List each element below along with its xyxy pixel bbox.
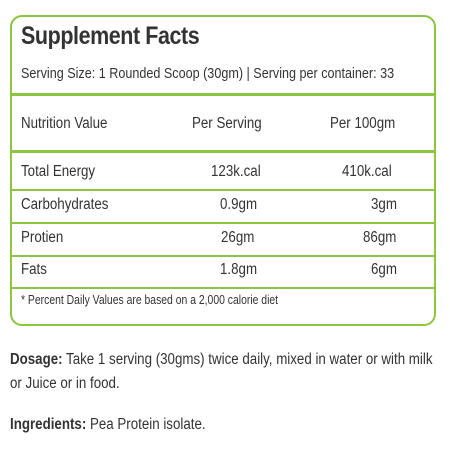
row-name-fats: Fats (21, 261, 47, 278)
divider (12, 222, 434, 224)
row-name-carbohydrates: Carbohydrates (21, 196, 109, 213)
footnote: * Percent Daily Values are based on a 2,… (21, 292, 279, 307)
ingredients-paragraph: Ingredients: Pea Protein isolate. (10, 413, 440, 437)
dosage-paragraph: Dosage: Take 1 serving (30gms) twice dai… (10, 348, 440, 396)
divider (12, 93, 434, 96)
header-nutrition-value: Nutrition Value (21, 115, 108, 132)
row-value-per-serving: 1.8gm (220, 261, 258, 278)
supplement-facts-panel: Supplement Facts Serving Size: 1 Rounded… (10, 15, 436, 326)
row-value-per-100: 86gm (363, 229, 397, 246)
row-name-total-energy: Total Energy (21, 163, 96, 180)
ingredients-text: Pea Protein isolate. (86, 416, 206, 433)
dosage-label: Dosage: (10, 351, 63, 368)
ingredients-label: Ingredients: (10, 416, 87, 433)
dosage-text: Take 1 serving (30gms) twice daily, mixe… (10, 351, 433, 392)
header-per-100gm: Per 100gm (330, 115, 396, 132)
row-value-per-serving: 0.9gm (220, 196, 258, 213)
divider (12, 150, 434, 153)
panel-title: Supplement Facts (21, 22, 200, 50)
divider (12, 287, 434, 289)
row-value-per-serving: 26gm (221, 229, 255, 246)
serving-info: Serving Size: 1 Rounded Scoop (30gm) | S… (21, 65, 395, 82)
header-per-serving: Per Serving (192, 115, 262, 132)
row-name-protien: Protien (21, 229, 64, 246)
row-value-per-100: 410k.cal (342, 163, 392, 180)
row-value-per-100: 6gm (371, 261, 397, 278)
divider (12, 255, 434, 257)
row-value-per-100: 3gm (371, 196, 397, 213)
row-value-per-serving: 123k.cal (211, 163, 261, 180)
divider (12, 189, 434, 191)
